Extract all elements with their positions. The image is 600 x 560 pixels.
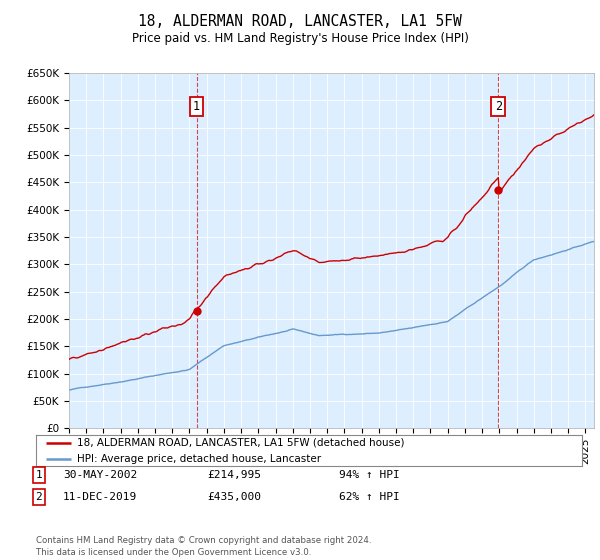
- Text: HPI: Average price, detached house, Lancaster: HPI: Average price, detached house, Lanc…: [77, 454, 321, 464]
- Text: Contains HM Land Registry data © Crown copyright and database right 2024.
This d: Contains HM Land Registry data © Crown c…: [36, 536, 371, 557]
- Text: 1: 1: [193, 100, 200, 113]
- Text: £435,000: £435,000: [207, 492, 261, 502]
- Text: Price paid vs. HM Land Registry's House Price Index (HPI): Price paid vs. HM Land Registry's House …: [131, 32, 469, 45]
- Text: 1: 1: [35, 470, 43, 480]
- Text: 18, ALDERMAN ROAD, LANCASTER, LA1 5FW: 18, ALDERMAN ROAD, LANCASTER, LA1 5FW: [138, 14, 462, 29]
- Text: 2: 2: [495, 100, 502, 113]
- Text: 18, ALDERMAN ROAD, LANCASTER, LA1 5FW (detached house): 18, ALDERMAN ROAD, LANCASTER, LA1 5FW (d…: [77, 438, 404, 447]
- Text: 11-DEC-2019: 11-DEC-2019: [63, 492, 137, 502]
- Text: 30-MAY-2002: 30-MAY-2002: [63, 470, 137, 480]
- Text: 2: 2: [35, 492, 43, 502]
- Text: 62% ↑ HPI: 62% ↑ HPI: [339, 492, 400, 502]
- Text: 94% ↑ HPI: 94% ↑ HPI: [339, 470, 400, 480]
- Text: £214,995: £214,995: [207, 470, 261, 480]
